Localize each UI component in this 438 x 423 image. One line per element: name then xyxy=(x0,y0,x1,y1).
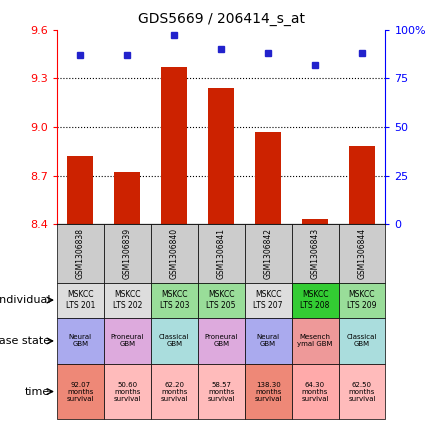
Bar xyxy=(198,318,245,364)
Bar xyxy=(198,224,245,283)
Text: GSM1306843: GSM1306843 xyxy=(311,228,320,279)
Text: disease state: disease state xyxy=(0,336,50,346)
Text: 62.50
months
survival: 62.50 months survival xyxy=(348,382,376,401)
Text: 62.20
months
survival: 62.20 months survival xyxy=(160,382,188,401)
Text: MSKCC
LTS 202: MSKCC LTS 202 xyxy=(113,290,142,310)
Text: MSKCC
LTS 203: MSKCC LTS 203 xyxy=(159,290,189,310)
Bar xyxy=(104,364,151,419)
Text: GSM1306842: GSM1306842 xyxy=(264,228,272,279)
Text: Neural
GBM: Neural GBM xyxy=(257,335,280,347)
Text: GSM1306838: GSM1306838 xyxy=(76,228,85,279)
Text: 92.07
months
survival: 92.07 months survival xyxy=(67,382,94,401)
Bar xyxy=(104,224,151,283)
Text: MSKCC
LTS 208: MSKCC LTS 208 xyxy=(300,290,330,310)
Bar xyxy=(104,318,151,364)
Text: 64.30
months
survival: 64.30 months survival xyxy=(301,382,329,401)
Bar xyxy=(198,364,245,419)
Text: Classical
GBM: Classical GBM xyxy=(159,335,190,347)
Bar xyxy=(57,364,104,419)
Bar xyxy=(57,283,104,318)
Bar xyxy=(302,220,328,224)
Text: Mesench
ymal GBM: Mesench ymal GBM xyxy=(297,335,333,347)
Bar xyxy=(57,224,104,283)
Bar xyxy=(292,318,339,364)
Text: MSKCC
LTS 207: MSKCC LTS 207 xyxy=(253,290,283,310)
Text: GSM1306841: GSM1306841 xyxy=(217,228,226,279)
Bar xyxy=(67,156,93,224)
Bar xyxy=(245,318,292,364)
Bar xyxy=(198,283,245,318)
Bar xyxy=(245,364,292,419)
Bar xyxy=(349,146,375,224)
Bar xyxy=(161,67,187,224)
Bar xyxy=(57,318,104,364)
Text: time: time xyxy=(25,387,50,396)
Bar xyxy=(245,283,292,318)
Bar xyxy=(292,364,339,419)
Bar xyxy=(208,88,234,224)
Text: MSKCC
LTS 209: MSKCC LTS 209 xyxy=(347,290,377,310)
Bar xyxy=(151,318,198,364)
Text: 58.57
months
survival: 58.57 months survival xyxy=(208,382,235,401)
Bar xyxy=(114,172,140,224)
Bar xyxy=(245,224,292,283)
Text: Proneural
GBM: Proneural GBM xyxy=(205,335,238,347)
Text: Classical
GBM: Classical GBM xyxy=(347,335,377,347)
Bar xyxy=(104,283,151,318)
Title: GDS5669 / 206414_s_at: GDS5669 / 206414_s_at xyxy=(138,12,305,26)
Text: MSKCC
LTS 201: MSKCC LTS 201 xyxy=(66,290,95,310)
Bar xyxy=(151,364,198,419)
Bar xyxy=(339,318,385,364)
Text: GSM1306844: GSM1306844 xyxy=(357,228,367,279)
Bar xyxy=(151,283,198,318)
Bar xyxy=(339,283,385,318)
Text: Proneural
GBM: Proneural GBM xyxy=(111,335,144,347)
Text: Neural
GBM: Neural GBM xyxy=(69,335,92,347)
Bar xyxy=(151,224,198,283)
Text: MSKCC
LTS 205: MSKCC LTS 205 xyxy=(206,290,236,310)
Bar xyxy=(339,364,385,419)
Bar xyxy=(292,224,339,283)
Bar xyxy=(339,224,385,283)
Text: individual: individual xyxy=(0,295,50,305)
Text: GSM1306839: GSM1306839 xyxy=(123,228,132,279)
Bar xyxy=(255,132,281,224)
Bar xyxy=(292,283,339,318)
Text: 138.30
months
survival: 138.30 months survival xyxy=(254,382,282,401)
Text: 50.60
months
survival: 50.60 months survival xyxy=(113,382,141,401)
Text: GSM1306840: GSM1306840 xyxy=(170,228,179,279)
